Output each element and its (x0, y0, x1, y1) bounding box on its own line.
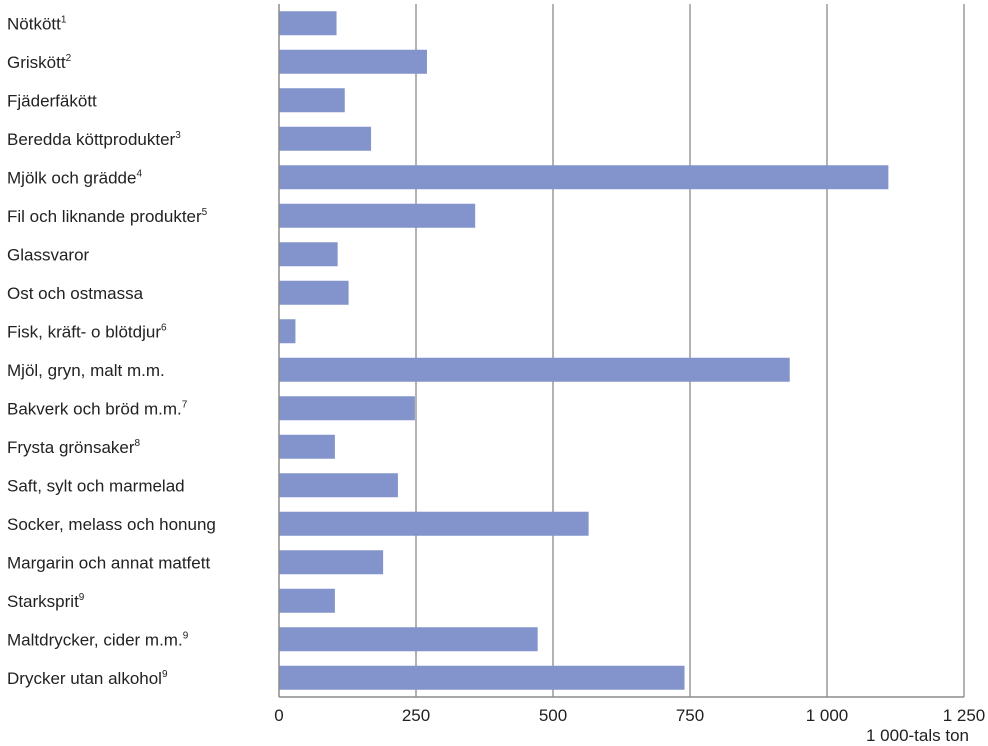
category-label-text: Drycker utan alkohol (7, 669, 162, 688)
bar (279, 511, 589, 536)
category-label-text: Nötkött (7, 14, 61, 33)
category-label: Starksprit9 (7, 592, 85, 611)
category-label-text: Ost och ostmassa (7, 284, 144, 303)
category-label-text: Starksprit (7, 592, 79, 611)
x-tick-labels: 0 250 500 750 1 000 1 250 (274, 706, 985, 725)
x-tick-label: 1 000 (806, 706, 849, 725)
category-label: Beredda köttprodukter3 (7, 130, 181, 149)
x-tick-label: 750 (676, 706, 704, 725)
category-label: Mjölk och grädde4 (7, 168, 142, 187)
gridlines (415, 4, 965, 697)
footnote-marker: 6 (161, 322, 167, 333)
bar (279, 49, 427, 74)
category-label: Fisk, kräft- o blötdjur6 (7, 322, 167, 341)
category-label-text: Bakverk och bröd m.m. (7, 399, 182, 418)
bar (279, 88, 345, 113)
category-label-text: Fil och liknande produkter (7, 207, 202, 226)
x-tick-label: 0 (274, 706, 283, 725)
bars (279, 11, 889, 690)
category-label: Frysta grönsaker8 (7, 438, 141, 457)
footnote-marker: 4 (136, 168, 142, 179)
category-label: Ost och ostmassa (7, 284, 144, 303)
bar (279, 11, 337, 36)
bar (279, 550, 384, 575)
category-label-text: Socker, melass och honung (7, 515, 216, 534)
axes (278, 4, 964, 698)
category-label: Bakverk och bröd m.m.7 (7, 399, 188, 418)
bar (279, 242, 338, 267)
footnote-marker: 9 (79, 592, 85, 603)
x-tick-label: 500 (539, 706, 567, 725)
category-label-text: Saft, sylt och marmelad (7, 476, 185, 495)
bar (279, 357, 790, 382)
footnote-marker: 2 (66, 53, 72, 64)
bar (279, 280, 349, 305)
category-label-text: Maltdrycker, cider m.m. (7, 630, 183, 649)
bar (279, 588, 335, 613)
bar (279, 434, 335, 459)
category-labels: Nötkött1 Griskött2 Fjäderfäkött Beredda köt… (7, 14, 216, 688)
category-label-text: Margarin och annat matfett (7, 553, 210, 572)
footnote-marker: 8 (135, 438, 141, 449)
category-label: Drycker utan alkohol9 (7, 669, 168, 688)
footnote-marker: 7 (182, 399, 188, 410)
category-label: Margarin och annat matfett (7, 553, 210, 572)
category-label: Griskött2 (7, 53, 72, 72)
bar (279, 665, 685, 690)
category-label-text: Fjäderfäkött (7, 91, 97, 110)
category-label-text: Glassvaror (7, 245, 90, 264)
x-axis-unit-label: 1 000-tals ton (866, 726, 969, 745)
category-label-text: Griskött (7, 53, 66, 72)
category-label: Mjöl, gryn, malt m.m. (7, 361, 165, 380)
bar (279, 203, 476, 228)
bar (279, 473, 398, 498)
bar (279, 627, 538, 652)
category-label: Nötkött1 (7, 14, 67, 33)
category-label: Saft, sylt och marmelad (7, 476, 185, 495)
footnote-marker: 9 (162, 669, 168, 680)
footnote-marker: 9 (183, 630, 189, 641)
bar (279, 396, 415, 421)
category-label: Fjäderfäkött (7, 91, 97, 110)
bar (279, 319, 296, 344)
category-label: Maltdrycker, cider m.m.9 (7, 630, 189, 649)
footnote-marker: 1 (61, 14, 67, 25)
footnote-marker: 3 (175, 130, 181, 141)
category-label-text: Fisk, kräft- o blötdjur (7, 322, 161, 341)
category-label-text: Mjöl, gryn, malt m.m. (7, 361, 165, 380)
category-label-text: Mjölk och grädde (7, 168, 136, 187)
category-label: Glassvaror (7, 245, 90, 264)
x-tick-label: 250 (402, 706, 430, 725)
category-label: Socker, melass och honung (7, 515, 216, 534)
category-label-text: Beredda köttprodukter (7, 130, 176, 149)
category-label-text: Frysta grönsaker (7, 438, 135, 457)
footnote-marker: 5 (202, 207, 208, 218)
bar (279, 165, 889, 190)
category-label: Fil och liknande produkter5 (7, 207, 208, 226)
bar (279, 126, 372, 151)
x-tick-label: 1 250 (943, 706, 986, 725)
